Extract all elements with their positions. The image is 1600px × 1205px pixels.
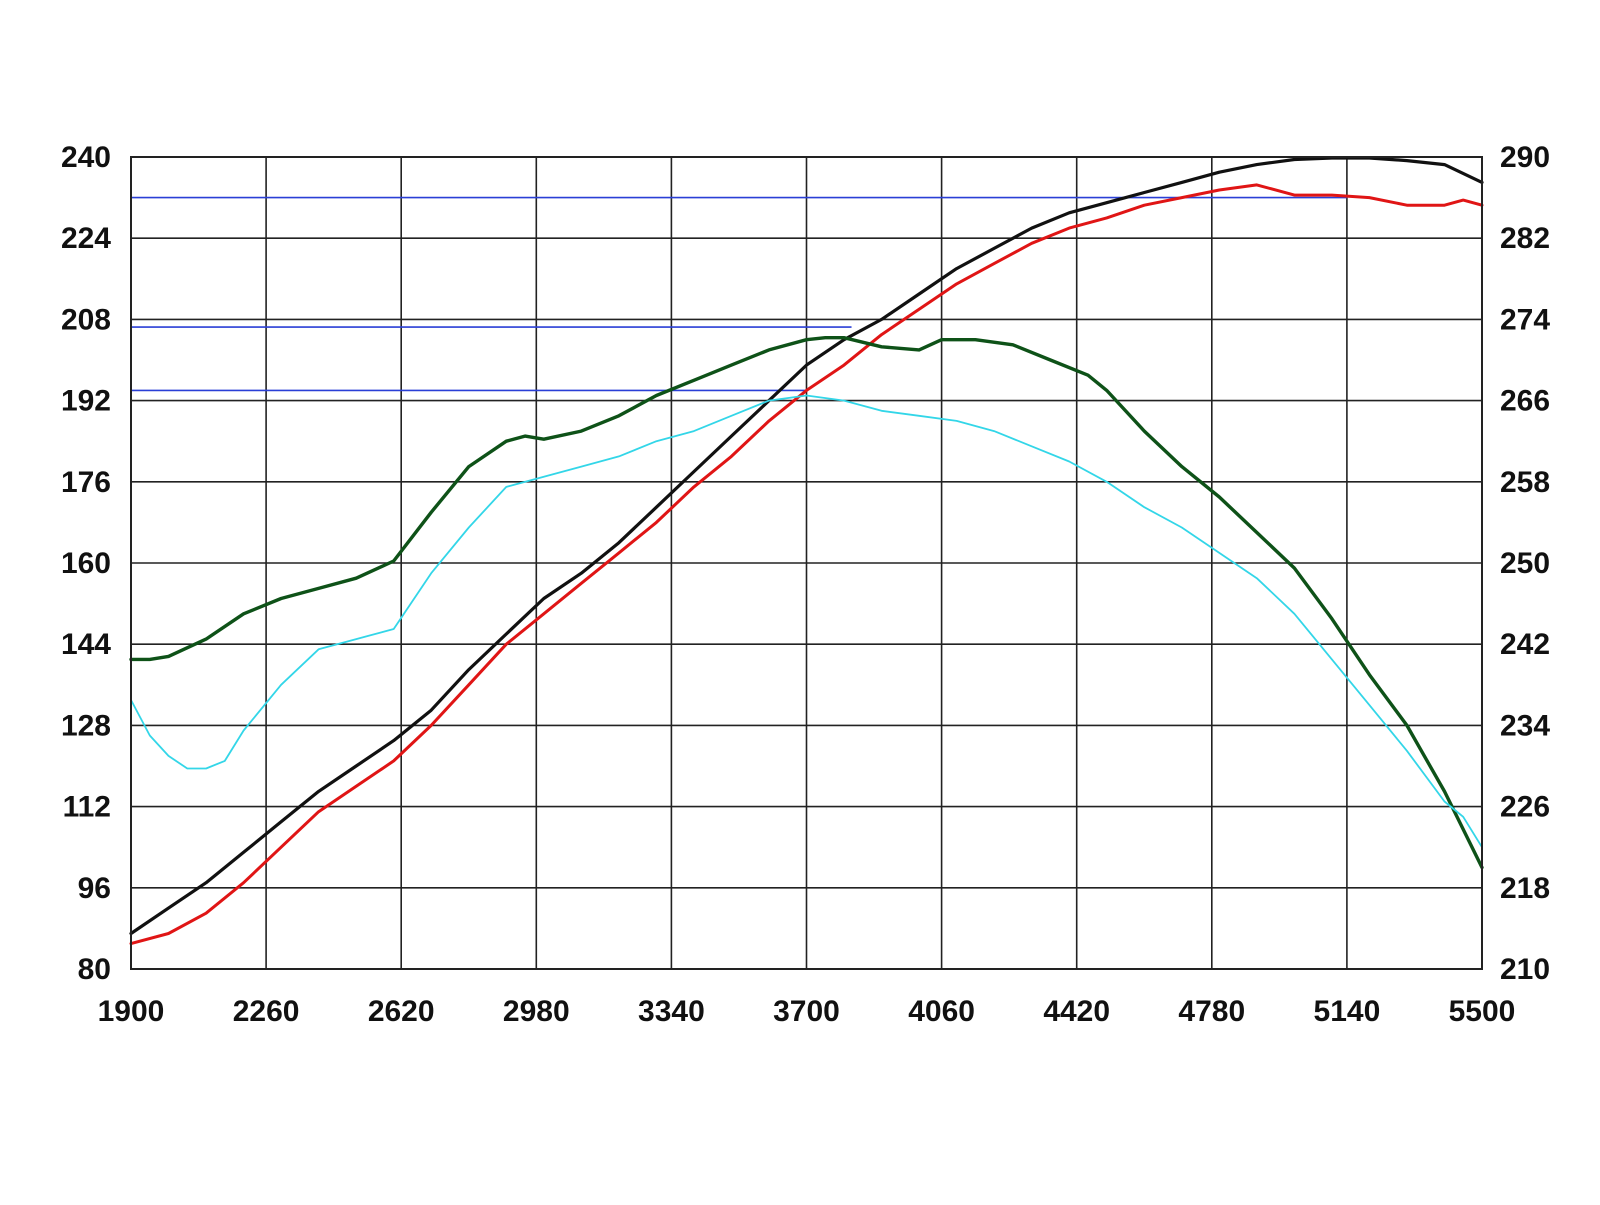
y2-tick-label: 234 <box>1500 709 1550 742</box>
y2-tick-label: 266 <box>1500 385 1550 418</box>
plot-frame <box>130 156 1483 970</box>
y-tick-label: 144 <box>61 628 111 661</box>
y-tick-label: 160 <box>61 547 111 580</box>
y-tick-label: 224 <box>61 222 111 255</box>
y2-tick-label: 274 <box>1500 303 1550 336</box>
y2-tick-label: 250 <box>1500 547 1550 580</box>
y-tick-label: 96 <box>78 872 111 905</box>
x-tick-label: 2260 <box>233 995 300 1028</box>
x-tick-label: 3340 <box>638 995 705 1028</box>
x-tick-label: 1900 <box>98 995 165 1028</box>
x-tick-label: 5500 <box>1449 995 1516 1028</box>
series-line <box>129 336 1484 870</box>
y2-tick-label: 258 <box>1500 466 1550 499</box>
x-tick-label: 5140 <box>1314 995 1381 1028</box>
x-tick-label: 4780 <box>1178 995 1245 1028</box>
y2-tick-label: 226 <box>1500 791 1550 824</box>
y2-tick-label: 210 <box>1500 953 1550 986</box>
y-tick-label: 128 <box>61 709 111 742</box>
y2-tick-labels: 210 218 226 234 242 250 258 266 274 282 290 <box>1500 141 1550 986</box>
y2-tick-label: 290 <box>1500 141 1550 174</box>
grid <box>130 156 1483 970</box>
y2-tick-label: 282 <box>1500 222 1550 255</box>
reference-lines <box>131 196 1347 392</box>
y-tick-label: 240 <box>61 141 111 174</box>
plot-border <box>130 156 1483 970</box>
y-tick-label: 208 <box>61 303 111 336</box>
y-tick-label: 80 <box>78 953 111 986</box>
series-lines <box>129 156 1484 946</box>
y-tick-label: 112 <box>63 791 111 824</box>
y2-tick-label: 218 <box>1500 872 1550 905</box>
y2-tick-label: 242 <box>1500 628 1550 661</box>
series-line <box>130 394 1483 849</box>
y-tick-label: 176 <box>61 466 111 499</box>
series-line <box>129 156 1484 936</box>
x-tick-label: 4420 <box>1043 995 1110 1028</box>
x-tick-labels: 1900 2260 2620 2980 3340 3700 4060 4420 4780 5140… <box>98 995 1516 1028</box>
x-tick-label: 3700 <box>773 995 840 1028</box>
x-tick-label: 2980 <box>503 995 570 1028</box>
x-tick-label: 4060 <box>908 995 975 1028</box>
series-line <box>129 183 1484 946</box>
y-tick-label: 192 <box>61 385 111 418</box>
x-tick-label: 2620 <box>368 995 435 1028</box>
y-tick-labels: 80 96 112 128 144 160 176 192 208 224 240 <box>61 141 111 986</box>
